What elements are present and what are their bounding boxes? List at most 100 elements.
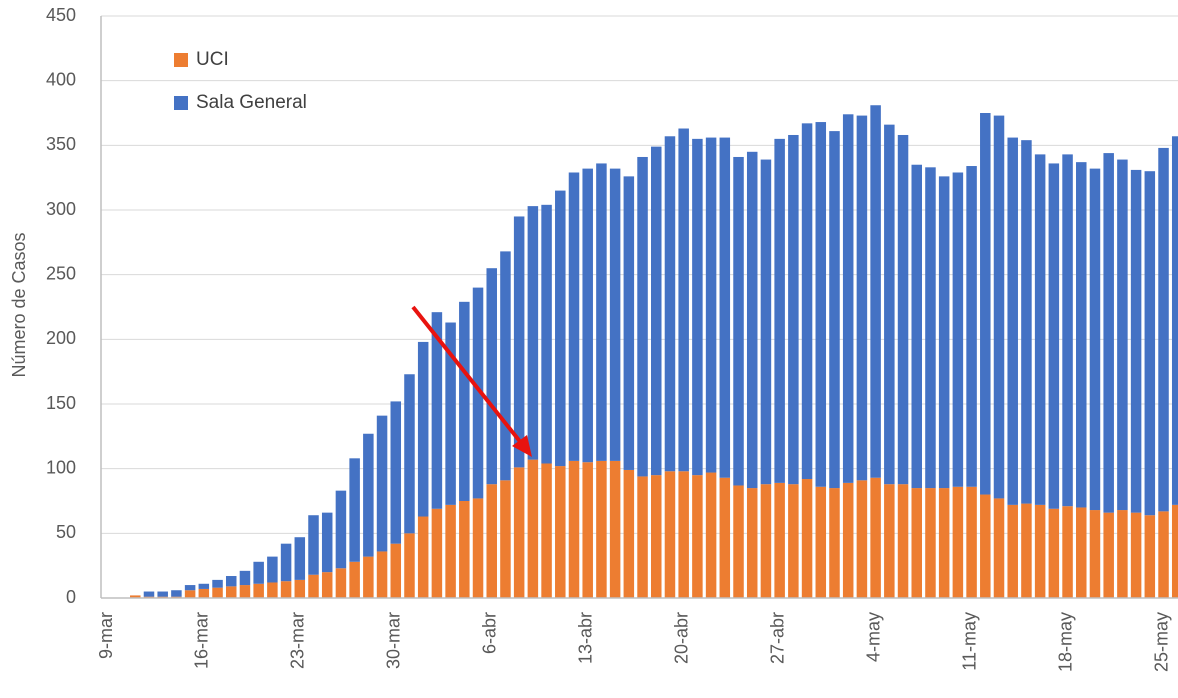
bar-segment — [623, 469, 635, 598]
x-tick-label: 30-mar — [384, 612, 404, 669]
bar-segment — [184, 590, 196, 598]
bar-segment — [692, 475, 703, 598]
bar-segment — [1158, 147, 1169, 512]
x-tick-label: 9-mar — [96, 612, 116, 659]
bar-segment — [500, 251, 511, 481]
bar-segment — [472, 498, 484, 598]
bar-segment — [335, 490, 347, 569]
bar-segment — [596, 460, 607, 598]
bar-segment — [623, 176, 635, 470]
bar-segment — [294, 537, 306, 580]
y-tick-label: 450 — [46, 5, 76, 25]
x-tick-label: 18-may — [1055, 612, 1075, 672]
bar-segment — [815, 122, 827, 487]
bar-segment — [774, 138, 785, 483]
bar-segment — [239, 570, 251, 586]
bar-segment — [157, 591, 168, 597]
bar-segment — [637, 156, 648, 477]
bar-segment — [966, 166, 977, 487]
bar-segment — [911, 488, 922, 598]
x-tick-label: 13-abr — [576, 612, 596, 664]
bar-segment — [897, 484, 909, 598]
bar-segment — [884, 124, 895, 485]
bar-segment — [760, 159, 772, 485]
bar-segment — [1103, 153, 1114, 513]
bar-segment — [1076, 507, 1087, 598]
bar-segment — [1117, 510, 1128, 598]
bar-segment — [966, 486, 977, 598]
bar-segment — [1021, 503, 1032, 598]
annotation-arrow — [411, 305, 532, 457]
bar-segment — [445, 322, 456, 505]
bar-segment — [321, 572, 333, 598]
bar-segment — [829, 488, 840, 598]
bar-segment — [184, 585, 196, 591]
arrow-shaft — [411, 305, 524, 446]
bar-segment — [664, 136, 676, 472]
bar-segment — [1158, 511, 1169, 598]
bar-segment — [980, 494, 991, 598]
bar-segment — [527, 206, 539, 460]
x-tick-label: 11-may — [959, 612, 979, 671]
bar-segment — [637, 476, 648, 598]
bar-segment — [1048, 163, 1060, 509]
x-tick-label: 23-mar — [288, 612, 308, 669]
bar-segment — [459, 301, 470, 501]
legend-swatch — [174, 53, 188, 67]
bar-segment — [486, 484, 497, 598]
bar-segment — [239, 585, 251, 598]
bar-segment — [829, 131, 840, 489]
bar-segment — [143, 591, 155, 597]
bar-segment — [678, 471, 689, 598]
bar-segment — [870, 105, 881, 478]
axes: 0 50 100 150 200 250 300 350 400 450 9-mar 16-mar 23… — [46, 5, 1178, 672]
bar-segment — [541, 463, 552, 598]
bar-segment — [321, 512, 333, 573]
bar-segment — [705, 472, 717, 598]
bar-segment — [1007, 137, 1018, 505]
bar-segment — [801, 479, 813, 598]
legend-label: UCI — [196, 49, 229, 70]
bar-segment — [555, 190, 566, 467]
bar-segment — [1144, 171, 1156, 516]
bar-segment — [1034, 504, 1046, 598]
bar-segment — [842, 114, 854, 483]
bar-segment — [472, 287, 484, 499]
bar-segment — [198, 588, 210, 598]
bar-segment — [417, 341, 429, 517]
bar-segment — [527, 459, 539, 598]
bar-segment — [664, 471, 676, 598]
bar-segment — [582, 168, 593, 463]
y-tick-label: 50 — [56, 522, 76, 542]
bar-segment — [280, 543, 292, 582]
bar-segment — [801, 123, 813, 480]
bar-segment — [568, 172, 580, 461]
bar-segment — [568, 460, 580, 598]
bar-segment — [856, 480, 868, 598]
y-tick-label: 100 — [46, 457, 76, 477]
bar-segment — [609, 460, 621, 598]
bar-segment — [130, 595, 141, 598]
bar-segment — [993, 498, 1005, 598]
y-tick-label: 250 — [46, 263, 76, 283]
bar-segment — [1062, 154, 1073, 507]
bar-segment — [486, 268, 497, 485]
bar-segment — [842, 482, 854, 598]
bar-segment — [445, 504, 456, 598]
bar-segment — [555, 466, 566, 598]
x-tick-label: 25-may — [1151, 612, 1171, 672]
bar-segment — [513, 216, 525, 468]
bar-segment — [1171, 504, 1178, 598]
bar-segment — [925, 167, 936, 489]
bar-segment — [308, 574, 319, 598]
bar-segment — [1076, 162, 1087, 508]
bar-segment — [513, 467, 525, 598]
bar-segment — [431, 312, 443, 509]
bar-segment — [225, 576, 237, 587]
bar-segment — [171, 590, 182, 597]
bar-segment — [1117, 159, 1128, 511]
bar-segment — [212, 587, 223, 598]
x-tick-label: 6-abr — [480, 612, 500, 654]
x-tick-label: 27-abr — [768, 612, 788, 664]
